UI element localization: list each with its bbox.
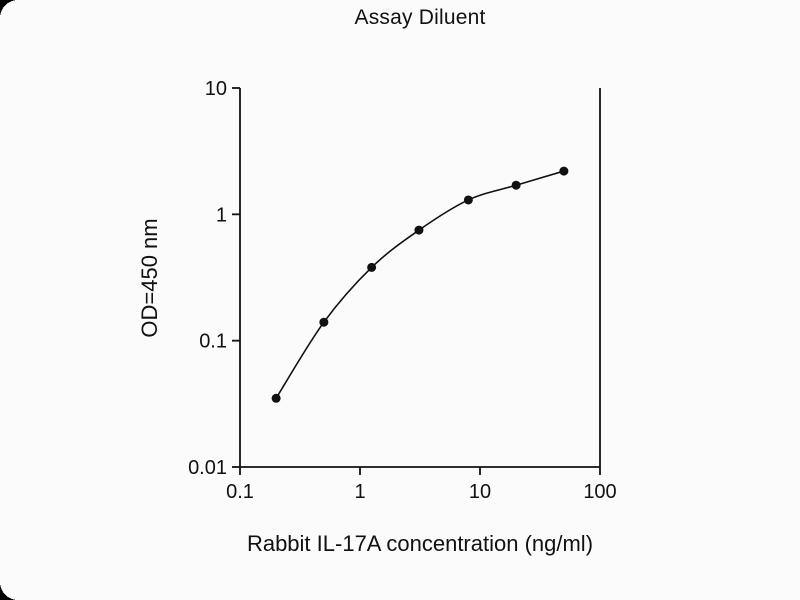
data-point-marker (271, 393, 281, 403)
x-tick-label: 10 (469, 481, 491, 503)
y-tick-label: 0.1 (199, 331, 227, 353)
data-point-marker (319, 317, 329, 327)
photo-corner-top-left (0, 0, 18, 18)
x-axis-label: Rabbit IL-17A concentration (ng/ml) (246, 531, 594, 556)
x-tick-label: 0.1 (226, 481, 254, 503)
y-axis-label: OD=450 nm (137, 218, 162, 338)
standard-curve-line (275, 170, 565, 399)
data-point-marker (559, 166, 569, 176)
data-point-marker (367, 262, 377, 272)
data-point-marker (463, 195, 473, 205)
y-tick-label: 1 (216, 204, 227, 226)
y-tick-label: 10 (205, 78, 227, 100)
data-point-marker (511, 180, 521, 190)
y-tick-label: 0.01 (188, 457, 227, 479)
photo-corner-bottom-left (0, 582, 18, 600)
x-tick-label: 1 (354, 481, 365, 503)
data-point-marker (414, 225, 424, 235)
chart-title: Assay Diluent (354, 6, 486, 29)
x-tick-label: 100 (583, 481, 616, 503)
